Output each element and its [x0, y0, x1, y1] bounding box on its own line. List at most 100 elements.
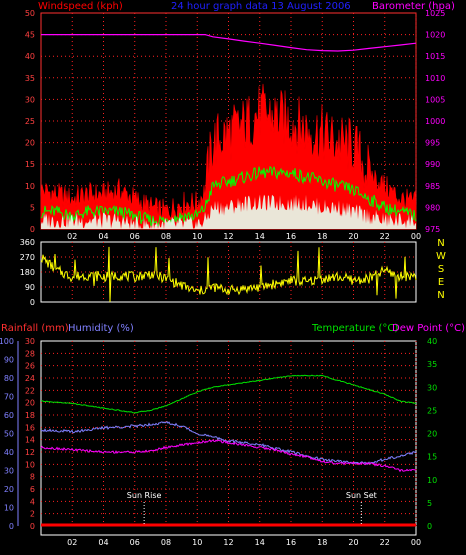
temperature-tick-label: 15 — [427, 453, 437, 462]
temperature-tick-label: 0 — [427, 522, 432, 531]
compass-label: N — [437, 290, 444, 301]
temperature-x-tick-label: 04 — [98, 538, 108, 547]
temperature-panel-axes: 0102030405060708090100024681012141618202… — [0, 337, 437, 547]
barometer-tick-label: 1005 — [425, 95, 445, 104]
wind-tick-label: 35 — [25, 74, 35, 83]
temperature-tick-label: 30 — [427, 383, 437, 392]
barometer-series — [41, 33, 417, 52]
barometer-tick-label: 980 — [425, 203, 440, 212]
barometer-tick-label: 1015 — [425, 52, 445, 61]
rainfall-tick-label: 18 — [25, 411, 35, 420]
barometer-tick-label: 1025 — [425, 9, 445, 18]
wind-x-tick-label: 04 — [98, 232, 108, 241]
direction-panel-marks — [40, 246, 417, 302]
rainfall-tick-label: 28 — [25, 349, 35, 358]
temperature-x-tick-label: 18 — [317, 538, 327, 547]
wind-x-tick-label: 20 — [348, 232, 358, 241]
windspeed-axis-label: Windspeed (kph) — [38, 1, 123, 12]
humidity-tick-label: 40 — [4, 448, 14, 457]
wind-tick-label: 25 — [25, 117, 35, 126]
temperature-panel-marks — [40, 374, 417, 527]
barometer-tick-label: 995 — [425, 139, 440, 148]
compass-label: S — [438, 264, 444, 275]
humidity-tick-label: 90 — [4, 356, 14, 365]
sunset-label: Sun Set — [346, 491, 377, 500]
barometer-tick-label: 975 — [425, 225, 440, 234]
wind-tick-label: 30 — [25, 95, 35, 104]
temperature-series — [41, 374, 417, 414]
temperature-x-tick-label: 06 — [130, 538, 140, 547]
direction-tick-label: 270 — [20, 253, 35, 262]
humidity-tick-label: 70 — [4, 393, 14, 402]
rainfall-tick-label: 26 — [25, 362, 35, 371]
temperature-x-tick-label: 16 — [286, 538, 296, 547]
temperature-tick-label: 5 — [427, 499, 432, 508]
wind-tick-label: 5 — [30, 203, 35, 212]
barometer-tick-label: 1000 — [425, 117, 445, 126]
humidity-tick-label: 80 — [4, 374, 14, 383]
temperature-tick-label: 40 — [427, 337, 437, 346]
rainfall-tick-label: 16 — [25, 423, 35, 432]
chart-title: 24 hour graph data 13 August 2006 — [171, 1, 351, 12]
temperature-tick-label: 25 — [427, 406, 437, 415]
temperature-x-tick-label: 10 — [192, 538, 202, 547]
rainfall-tick-label: 2 — [30, 510, 35, 519]
temperature-tick-label: 10 — [427, 476, 437, 485]
wind-x-tick-label: 22 — [380, 232, 390, 241]
wind-x-tick-label: 18 — [317, 232, 327, 241]
humidity-tick-label: 50 — [4, 430, 14, 439]
humidity-tick-label: 10 — [4, 504, 14, 513]
wind-speed-series — [41, 194, 416, 229]
compass-label: E — [438, 277, 444, 288]
temperature-panel-grid — [41, 341, 417, 526]
wind-direction-series — [40, 246, 417, 302]
wind-tick-label: 15 — [25, 160, 35, 169]
wind-x-tick-label: 02 — [67, 232, 77, 241]
temperature-x-tick-label: 02 — [67, 538, 77, 547]
humidity-tick-label: 60 — [4, 411, 14, 420]
rainfall-tick-label: 22 — [25, 386, 35, 395]
rainfall-tick-label: 14 — [25, 436, 35, 445]
wind-tick-label: 20 — [25, 139, 35, 148]
barometer-tick-label: 985 — [425, 182, 440, 191]
temperature-tick-label: 35 — [427, 360, 437, 369]
wind-x-tick-label: 10 — [192, 232, 202, 241]
rainfall-tick-label: 12 — [25, 448, 35, 457]
dewpoint-series — [40, 439, 417, 473]
barometer-tick-label: 1010 — [425, 74, 445, 83]
rainfall-tick-label: 10 — [25, 460, 35, 469]
temperature-x-tick-label: 22 — [380, 538, 390, 547]
humidity-tick-label: 0 — [9, 522, 14, 531]
wind-x-tick-label: 12 — [223, 232, 233, 241]
compass-label: N — [437, 238, 444, 249]
temperature-x-tick-label: 00 — [411, 538, 421, 547]
wind-gust-series — [40, 83, 417, 230]
rainfall-tick-label: 24 — [25, 374, 35, 383]
wind-x-tick-label: 08 — [161, 232, 171, 241]
temperature-x-tick-label: 14 — [255, 538, 265, 547]
direction-tick-label: 180 — [20, 268, 35, 277]
temperature-x-tick-label: 08 — [161, 538, 171, 547]
temperature-tick-label: 20 — [427, 430, 437, 439]
dewpoint-axis-label: Dew Point (°C) — [392, 323, 465, 334]
wind-panel-axes: 0510152025303540455097598098599099510001… — [25, 9, 446, 241]
humidity-tick-label: 30 — [4, 467, 14, 476]
sunrise-label: Sun Rise — [127, 491, 162, 500]
direction-tick-label: 90 — [25, 283, 35, 292]
direction-tick-label: 360 — [20, 238, 35, 247]
wind-x-tick-label: 06 — [130, 232, 140, 241]
rainfall-tick-label: 4 — [30, 497, 35, 506]
wind-panel-marks — [40, 33, 417, 230]
rainfall-tick-label: 20 — [25, 399, 35, 408]
direction-panel-grid — [41, 242, 416, 302]
humidity-tick-label: 100 — [0, 337, 14, 346]
rainfall-tick-label: 0 — [30, 522, 35, 531]
humidity-tick-label: 20 — [4, 485, 14, 494]
direction-tick-label: 0 — [30, 298, 35, 307]
rainfall-tick-label: 8 — [30, 473, 35, 482]
temperature-axis-label: Temperature (°C) — [311, 323, 398, 334]
rainfall-axis-label: Rainfall (mm) — [1, 323, 69, 334]
wind-x-tick-label: 14 — [255, 232, 265, 241]
